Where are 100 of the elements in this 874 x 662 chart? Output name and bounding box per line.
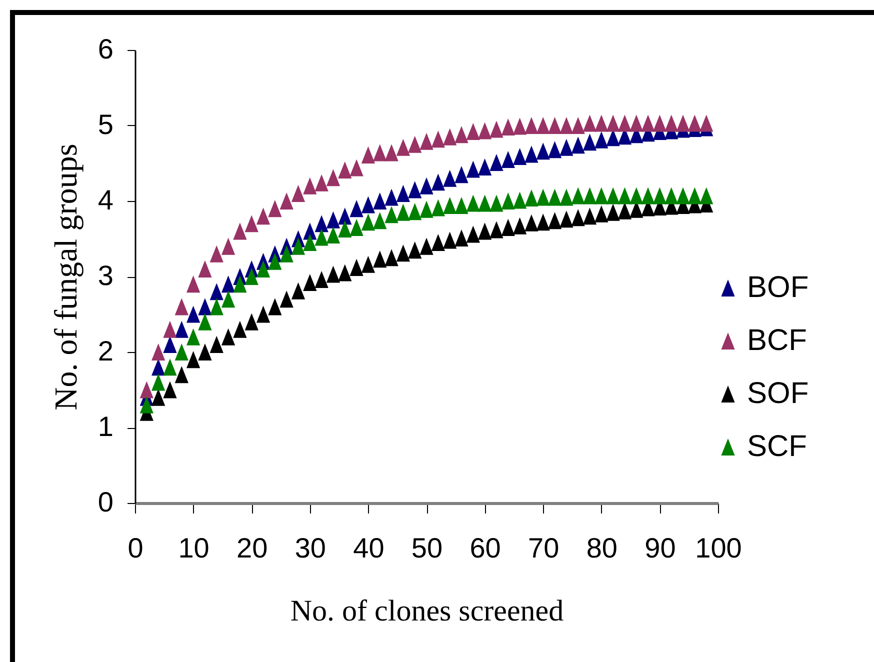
point	[606, 204, 620, 221]
y-tick-label: 4	[98, 184, 114, 216]
point	[478, 194, 492, 212]
legend-label: BCF	[747, 324, 807, 357]
legend-label: BOF	[747, 271, 809, 304]
point	[560, 138, 574, 156]
x-tick-label: 30	[294, 532, 326, 564]
point	[490, 120, 504, 138]
point	[536, 214, 550, 231]
point	[350, 200, 364, 218]
point	[606, 187, 620, 204]
y-tick-label: 0	[98, 486, 114, 518]
point	[594, 114, 608, 132]
point	[420, 200, 434, 218]
point	[466, 123, 480, 140]
point	[221, 238, 236, 255]
point	[256, 208, 270, 225]
x-tick-label: 20	[236, 532, 268, 564]
y-axis-title: No. of fungal groups	[48, 144, 84, 410]
point	[490, 154, 504, 172]
point	[350, 218, 364, 236]
point	[536, 116, 550, 134]
point	[268, 252, 282, 270]
point	[548, 212, 562, 230]
point	[210, 336, 224, 353]
point	[198, 313, 212, 330]
point	[163, 320, 177, 338]
point	[524, 189, 538, 206]
x-tick-label: 10	[178, 532, 210, 564]
point	[582, 187, 597, 204]
point	[582, 134, 597, 151]
y-tick-label: 1	[98, 411, 114, 442]
point	[396, 204, 410, 221]
point	[268, 298, 282, 316]
point	[606, 114, 620, 132]
point	[186, 351, 200, 368]
point	[630, 114, 644, 132]
point	[594, 131, 608, 148]
point	[326, 266, 340, 283]
point	[291, 238, 306, 255]
point	[361, 214, 376, 231]
point	[571, 209, 585, 226]
point	[221, 290, 236, 308]
point	[594, 205, 608, 222]
point	[256, 306, 270, 323]
point	[210, 298, 224, 316]
point	[618, 187, 632, 204]
point	[454, 197, 468, 214]
point	[490, 221, 504, 238]
point	[244, 215, 258, 232]
point	[280, 245, 294, 262]
point	[618, 114, 632, 132]
point	[431, 130, 445, 148]
point	[524, 214, 538, 232]
point	[501, 218, 515, 236]
point	[152, 388, 166, 406]
point	[314, 271, 328, 288]
point	[408, 242, 422, 259]
point	[560, 210, 574, 228]
point	[700, 187, 714, 204]
point	[664, 114, 678, 132]
point	[652, 114, 667, 132]
point	[186, 328, 200, 346]
point	[443, 170, 457, 187]
point	[688, 187, 702, 204]
point	[466, 160, 480, 178]
point	[420, 238, 434, 255]
point	[501, 118, 515, 136]
point	[443, 232, 457, 249]
x-tick-label: 80	[586, 532, 618, 564]
point	[244, 313, 258, 330]
point	[454, 126, 468, 144]
point	[641, 114, 655, 132]
point	[512, 148, 527, 165]
point	[478, 222, 492, 240]
point	[443, 128, 457, 146]
x-tick-label: 40	[353, 532, 384, 564]
point	[443, 197, 457, 214]
point	[431, 234, 445, 252]
point	[373, 212, 387, 230]
legend-label: SOF	[747, 377, 809, 410]
point	[326, 211, 340, 228]
point	[174, 320, 188, 338]
point	[221, 276, 236, 293]
point	[198, 298, 212, 316]
point	[303, 177, 317, 194]
point	[512, 217, 527, 234]
point	[384, 188, 398, 206]
point	[571, 136, 585, 154]
point	[396, 184, 410, 202]
point	[688, 114, 702, 132]
legend-label: SCF	[747, 430, 807, 463]
point	[700, 114, 714, 132]
point	[152, 358, 166, 376]
point	[512, 192, 527, 209]
point	[548, 116, 562, 134]
point	[174, 298, 188, 316]
point	[280, 192, 294, 210]
point	[536, 142, 550, 160]
point	[174, 343, 188, 361]
